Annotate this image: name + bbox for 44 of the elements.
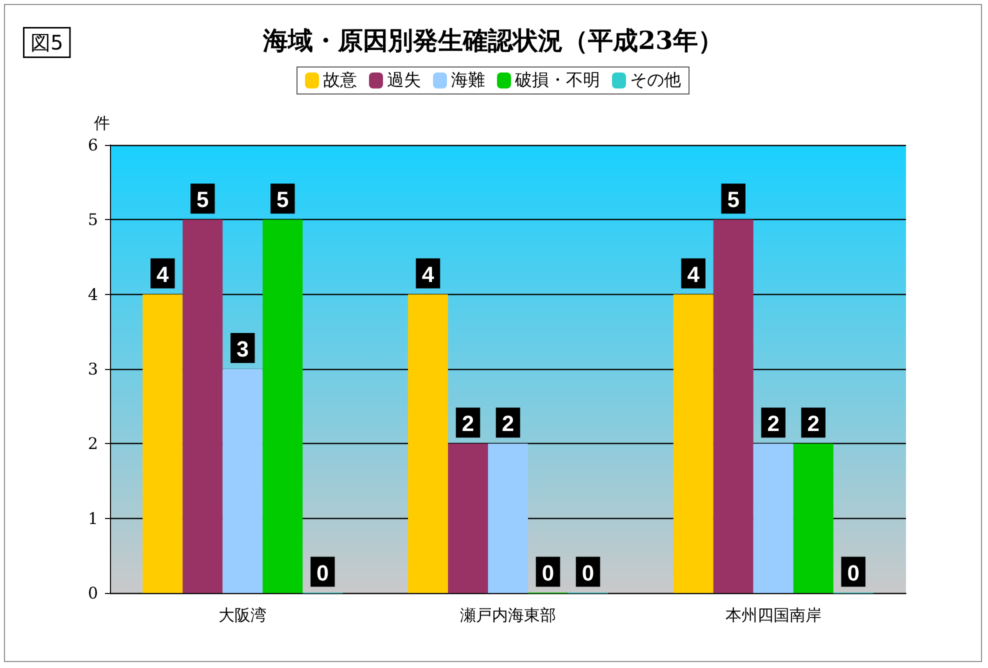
legend-label: 過失 bbox=[387, 70, 421, 90]
y-tick-label: 4 bbox=[88, 284, 98, 304]
y-axis-title: 件 bbox=[94, 114, 110, 132]
legend-label: その他 bbox=[630, 70, 681, 90]
bar bbox=[713, 220, 754, 593]
data-label: 2 bbox=[502, 411, 514, 436]
y-tick-label: 1 bbox=[88, 508, 98, 528]
bar bbox=[673, 294, 714, 593]
bar bbox=[488, 444, 528, 593]
y-tick-label: 0 bbox=[88, 584, 98, 602]
y-tick-label: 2 bbox=[88, 434, 98, 454]
data-label: 4 bbox=[687, 262, 700, 287]
data-label: 2 bbox=[767, 411, 780, 436]
caption: 図5 bbox=[30, 30, 64, 54]
bar bbox=[753, 444, 794, 593]
x-tick-label: 大阪湾 bbox=[218, 606, 267, 624]
bar bbox=[408, 294, 448, 593]
data-label: 2 bbox=[807, 411, 820, 436]
data-label: 0 bbox=[582, 560, 594, 586]
legend-label: 破損・不明 bbox=[514, 70, 600, 90]
data-label: 5 bbox=[196, 187, 209, 212]
bar bbox=[262, 220, 303, 593]
bar bbox=[142, 294, 183, 593]
bar bbox=[222, 369, 263, 593]
bar bbox=[793, 444, 834, 593]
data-label: 0 bbox=[847, 560, 860, 586]
y-tick-label: 5 bbox=[88, 210, 98, 230]
chart-title: 海域・原因別発生確認状況（平成23年） bbox=[262, 26, 723, 55]
data-label: 5 bbox=[276, 187, 289, 212]
x-tick-label: 瀬戸内海東部 bbox=[460, 606, 556, 624]
bar bbox=[448, 444, 488, 593]
bar bbox=[182, 220, 223, 593]
data-label: 5 bbox=[727, 187, 740, 212]
data-label: 0 bbox=[316, 560, 329, 586]
data-label: 3 bbox=[236, 336, 249, 362]
data-label: 4 bbox=[156, 262, 170, 287]
legend-label: 海難 bbox=[451, 70, 485, 90]
x-tick-label: 本州四国南岸 bbox=[725, 606, 822, 624]
data-label: 0 bbox=[542, 560, 554, 586]
y-tick-label: 6 bbox=[88, 136, 98, 154]
data-label: 2 bbox=[462, 411, 474, 436]
legend-label: 故意 bbox=[323, 70, 357, 90]
data-label: 4 bbox=[422, 262, 435, 287]
y-tick-label: 3 bbox=[88, 360, 98, 378]
